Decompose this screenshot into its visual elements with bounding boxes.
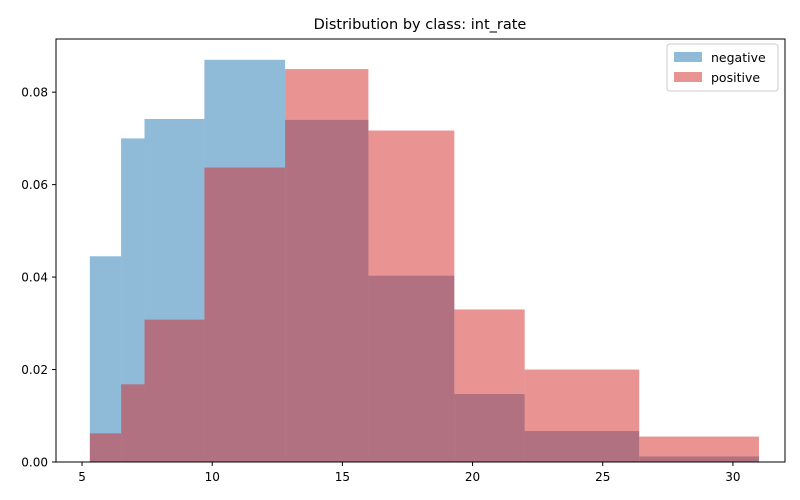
bar-positive-8 bbox=[639, 436, 759, 462]
x-tick-label: 25 bbox=[595, 470, 610, 484]
legend-swatch-positive bbox=[674, 72, 702, 82]
axes: 5 10 15 20 25 30 0.00 0.02 0.04 0.06 0.08 bbox=[21, 38, 786, 484]
x-tick-label: 15 bbox=[335, 470, 350, 484]
legend-label-positive: positive bbox=[711, 70, 760, 85]
legend-label-negative: negative bbox=[711, 50, 766, 65]
bar-negative-1 bbox=[121, 138, 145, 462]
y-tick-label: 0.02 bbox=[21, 363, 48, 377]
legend-swatch-negative bbox=[674, 52, 702, 62]
y-tick-label: 0.04 bbox=[21, 271, 48, 285]
bar-positive-1 bbox=[121, 384, 145, 462]
x-tick-label: 5 bbox=[78, 470, 86, 484]
x-tick-label: 30 bbox=[725, 470, 740, 484]
bar-positive-6 bbox=[454, 309, 525, 462]
chart-title: Distribution by class: int_rate bbox=[314, 17, 527, 33]
y-tick-label: 0.00 bbox=[21, 456, 48, 470]
bar-positive-7 bbox=[524, 369, 640, 462]
bar-positive-0 bbox=[89, 433, 122, 462]
bar-positive-5 bbox=[368, 130, 455, 462]
axes-frame bbox=[55, 38, 786, 463]
y-tick-label: 0.08 bbox=[21, 86, 48, 100]
x-tick-label: 10 bbox=[205, 470, 220, 484]
bar-positive-3 bbox=[204, 167, 286, 462]
bar-positive-4 bbox=[285, 69, 369, 463]
plot-area bbox=[89, 59, 759, 463]
legend: negative positive bbox=[666, 43, 779, 92]
bar-negative-0 bbox=[89, 256, 122, 462]
bar-positive-2 bbox=[144, 319, 205, 462]
x-tick-label: 20 bbox=[465, 470, 480, 484]
series-positive bbox=[89, 69, 759, 463]
y-tick-label: 0.06 bbox=[21, 178, 48, 192]
